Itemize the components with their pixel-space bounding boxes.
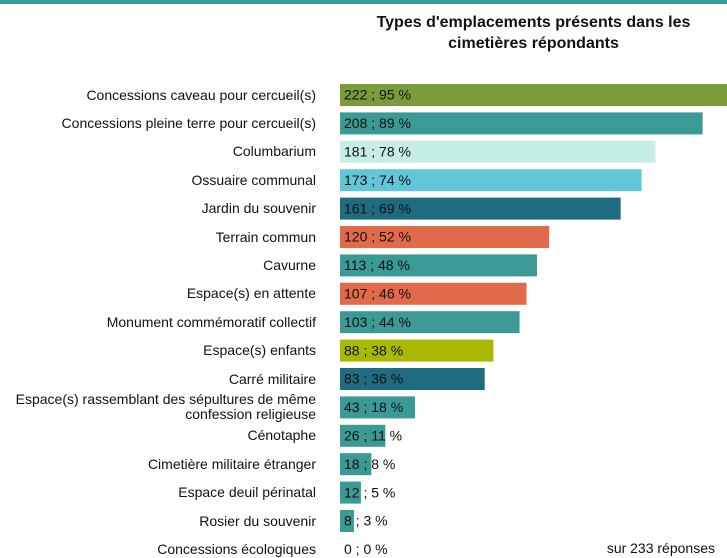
category-label: Cénotaphe — [247, 427, 316, 444]
bar — [340, 481, 361, 504]
bar — [340, 453, 372, 476]
category-label: Terrain commun — [215, 228, 316, 245]
category-label: Jardin du souvenir — [201, 200, 316, 217]
value-label: 12 ; 5 % — [344, 484, 395, 500]
value-label: 88 ; 38 % — [344, 342, 403, 358]
category-label: Concessions écologiques — [157, 540, 316, 557]
bar — [340, 140, 656, 163]
bar — [340, 339, 494, 362]
category-label: Concessions caveau pour cercueil(s) — [86, 86, 316, 103]
value-label: 8 ; 3 % — [344, 513, 388, 529]
bar — [340, 510, 354, 532]
bar — [340, 311, 520, 334]
category-label: Espace(s) en attente — [186, 285, 316, 302]
bar — [340, 282, 527, 305]
category-label: Rosier du souvenir — [199, 512, 316, 529]
value-label: 103 ; 44 % — [344, 314, 411, 330]
category-label: Cavurne — [263, 256, 316, 273]
bar — [340, 424, 386, 447]
bar — [340, 368, 485, 390]
bar — [340, 197, 621, 220]
chart-title: Types d'emplacements présents dans les c… — [376, 14, 691, 52]
category-label: Ossuaire communal — [191, 171, 317, 188]
category-label: Monument commémoratif collectif — [106, 313, 316, 330]
value-label: 113 ; 48 % — [344, 257, 410, 273]
value-label: 208 ; 89 % — [344, 115, 411, 131]
category-label: Carré militaire — [228, 370, 316, 387]
category-label: Cimetière militaire étranger — [147, 455, 316, 472]
value-label: 120 ; 52 % — [344, 229, 411, 245]
value-label: 18 ; 8 % — [344, 456, 395, 472]
note: sur 233 réponses — [607, 540, 715, 556]
top-stripe — [0, 0, 727, 4]
category-label: Concessions pleine terre pour cercueil(s… — [61, 114, 316, 131]
category-label: Espace deuil périnatal — [178, 484, 316, 501]
value-label: 26 ; 11 % — [344, 428, 402, 444]
bar — [340, 254, 537, 277]
bar — [340, 84, 727, 106]
value-label: 173 ; 74 % — [344, 172, 411, 188]
value-label: 83 ; 36 % — [344, 371, 403, 387]
value-label: 43 ; 18 % — [344, 399, 403, 415]
value-label: 161 ; 69 % — [344, 200, 411, 216]
value-label: 0 ; 0 % — [344, 541, 388, 557]
value-label: 181 ; 78 % — [344, 144, 411, 160]
value-label: 222 ; 95 % — [344, 87, 411, 103]
category-label: Espace(s) rassemblant des sépultures de … — [15, 391, 316, 423]
bar — [340, 226, 550, 248]
bar — [340, 112, 703, 135]
value-label: 107 ; 46 % — [344, 286, 411, 302]
category-label: Espace(s) enfants — [203, 342, 316, 359]
bar — [340, 169, 642, 192]
bar — [340, 396, 415, 419]
category-label: Columbarium — [232, 143, 316, 160]
